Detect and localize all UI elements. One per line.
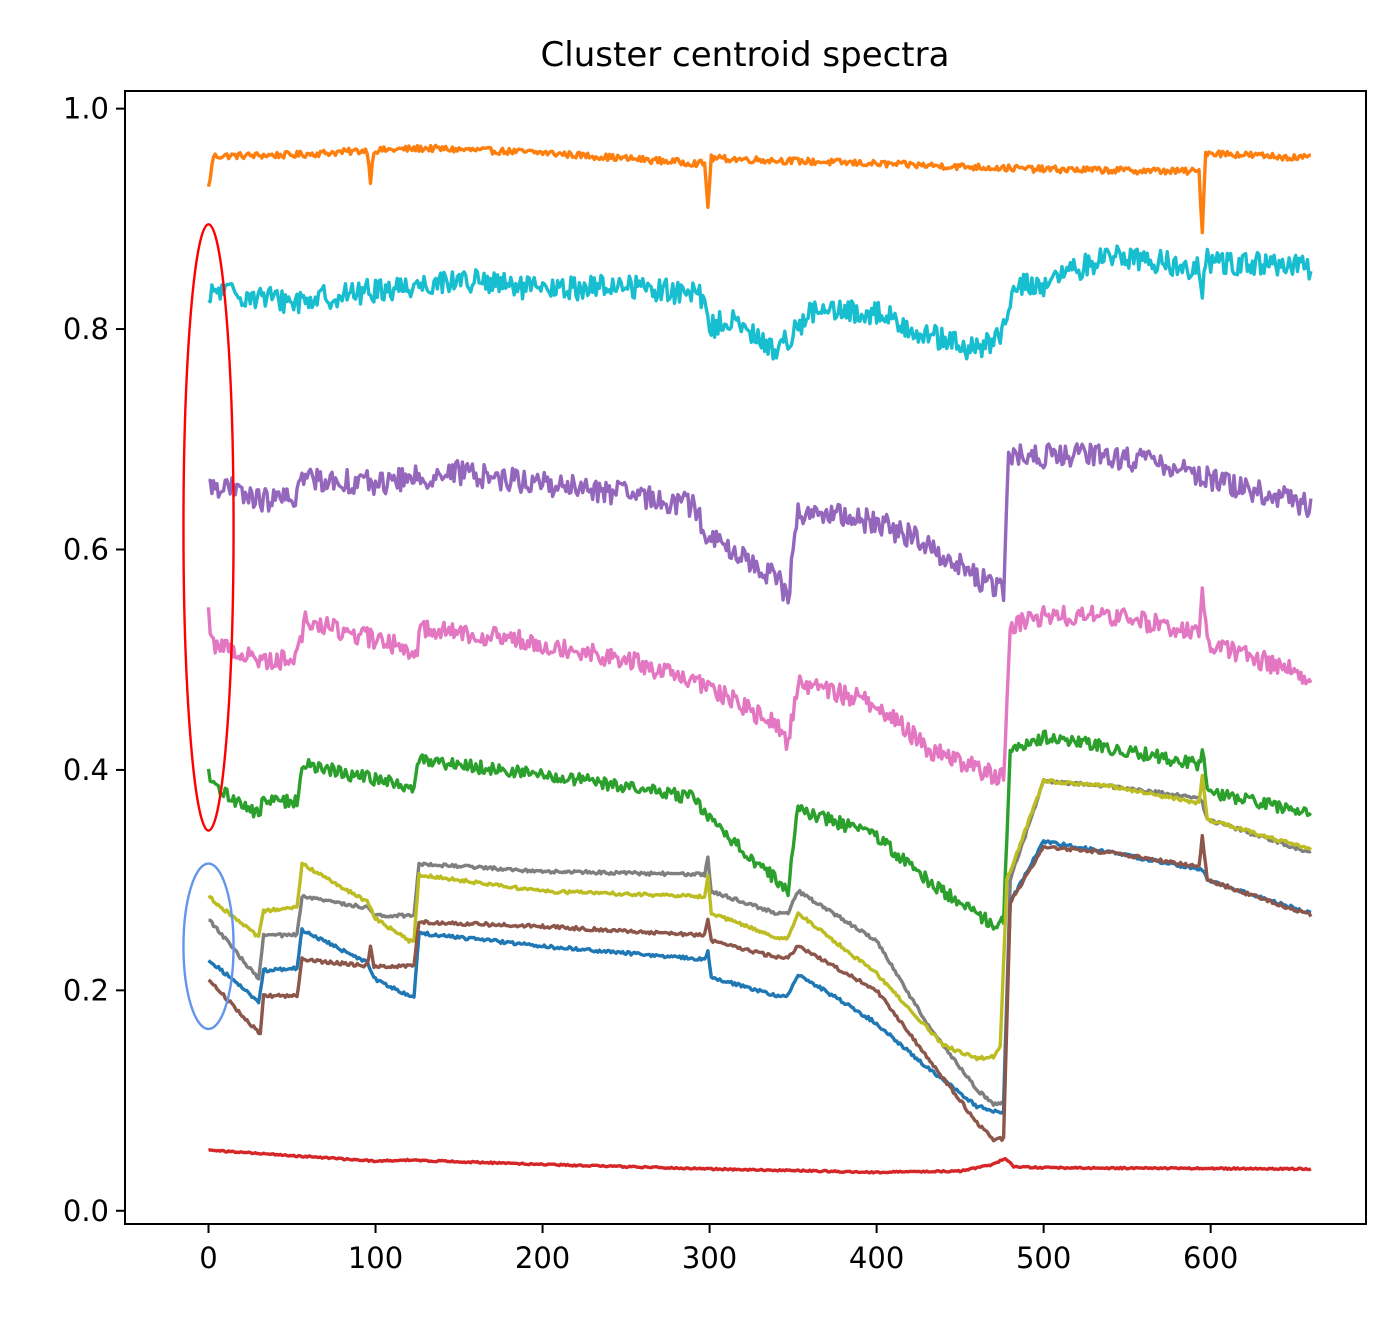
y-axis: 0.0 0.2 0.4 0.6 0.8 1.0 xyxy=(63,92,125,1228)
series-line-1 xyxy=(206,143,1312,235)
series-line-8 xyxy=(207,839,1312,1115)
annotation-ellipse-2 xyxy=(182,862,235,1031)
series-line-10 xyxy=(208,1148,1312,1175)
x-tick-label: 0 xyxy=(199,1241,217,1275)
y-tick-label: 0.0 xyxy=(63,1194,109,1228)
x-tick-label: 600 xyxy=(1183,1241,1238,1275)
series-line-5 xyxy=(206,729,1313,931)
series-line-4 xyxy=(206,586,1313,786)
x-tick-label: 500 xyxy=(1016,1241,1071,1275)
series-layer xyxy=(206,143,1313,1175)
series-line-7 xyxy=(207,773,1313,1062)
chart-title: Cluster centroid spectra xyxy=(541,35,950,75)
x-tick-label: 300 xyxy=(682,1241,737,1275)
annotation-ellipse-1 xyxy=(182,223,235,832)
y-tick-label: 0.2 xyxy=(63,973,109,1007)
y-tick-label: 1.0 xyxy=(63,92,109,126)
series-line-2 xyxy=(207,244,1313,361)
y-tick-label: 0.4 xyxy=(63,753,109,787)
x-tick-label: 400 xyxy=(849,1241,904,1275)
x-axis: 0 100 200 300 400 500 600 xyxy=(199,1224,1238,1275)
series-line-9 xyxy=(207,833,1313,1143)
y-tick-label: 0.8 xyxy=(63,312,109,346)
y-tick-label: 0.6 xyxy=(63,532,109,566)
series-line-6 xyxy=(208,778,1312,1107)
annotation-layer xyxy=(182,223,235,1031)
plot-frame xyxy=(124,90,1367,1225)
x-tick-label: 100 xyxy=(348,1241,403,1275)
series-line-3 xyxy=(208,442,1313,605)
x-tick-label: 200 xyxy=(515,1241,570,1275)
